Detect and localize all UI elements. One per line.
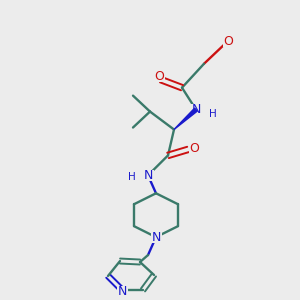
Bar bbox=[188, 143, 200, 154]
Text: N: N bbox=[117, 285, 127, 298]
Bar bbox=[116, 286, 128, 297]
Bar bbox=[208, 108, 218, 119]
Bar bbox=[154, 71, 164, 82]
Text: O: O bbox=[223, 35, 233, 48]
Text: N: N bbox=[191, 103, 201, 116]
Text: H: H bbox=[128, 172, 136, 182]
Text: N: N bbox=[151, 231, 161, 244]
Bar bbox=[190, 104, 202, 115]
Bar bbox=[142, 170, 154, 181]
Polygon shape bbox=[174, 108, 197, 130]
Text: H: H bbox=[209, 109, 217, 118]
Bar bbox=[223, 36, 233, 47]
Text: O: O bbox=[154, 70, 164, 83]
Text: N: N bbox=[143, 169, 153, 182]
Bar bbox=[151, 232, 161, 243]
Bar bbox=[127, 172, 137, 183]
Text: O: O bbox=[189, 142, 199, 155]
